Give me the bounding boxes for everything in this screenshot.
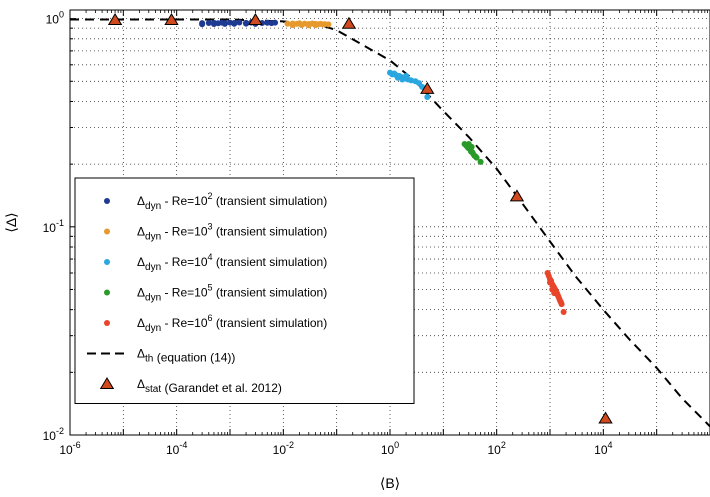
legend: Δdyn - Re=102 (transient simulation) Δdyn… — [74, 177, 415, 404]
data-point-series-3 — [424, 94, 431, 101]
data-point-series-2 — [312, 22, 319, 29]
legend-marker-dot — [104, 289, 110, 296]
data-point-series-5 — [560, 308, 567, 315]
data-point-delta-stat — [341, 16, 357, 29]
legend-entry-label: Δth (equation (14)) — [137, 347, 235, 365]
data-point-series-1 — [205, 19, 212, 26]
legend-marker-dot — [104, 228, 110, 235]
y-axis-label: ⟨Δ⟩ — [3, 212, 19, 232]
legend-marker-dot — [104, 198, 110, 204]
legend-entry-label: Δdyn - Re=102 (transient simulation) — [137, 191, 327, 212]
data-points-layer — [107, 13, 613, 424]
data-point-delta-stat — [107, 13, 123, 25]
legend-marker-triangle — [99, 377, 115, 389]
legend-marker-dot — [104, 259, 110, 265]
data-point-series-1 — [221, 20, 228, 27]
y-tick-label: 100 — [46, 10, 64, 27]
axis-ticks — [69, 10, 708, 436]
theory-curve-delta-th — [70, 18, 710, 428]
data-point-series-3 — [394, 74, 401, 81]
data-point-series-1 — [199, 21, 206, 28]
data-point-series-4 — [468, 143, 475, 150]
x-tick-labels: 10-6 10-4 10-2 100 102 104 — [59, 440, 612, 457]
data-point-series-3 — [403, 73, 410, 80]
x-tick-label: 10-2 — [273, 440, 294, 457]
x-tick-label: 102 — [487, 440, 505, 457]
data-point-delta-stat — [420, 81, 435, 94]
legend-box — [74, 177, 415, 404]
data-point-series-2 — [305, 22, 312, 29]
data-point-series-2 — [289, 22, 296, 29]
legend-entry-label: Δdyn - Re=103 (transient simulation) — [137, 222, 327, 243]
x-tick-label: 10-4 — [166, 440, 187, 457]
data-point-series-5 — [551, 290, 558, 297]
data-point-series-4 — [477, 158, 484, 165]
data-point-series-1 — [210, 21, 217, 28]
data-point-series-5 — [558, 301, 565, 308]
legend-marker-dot — [104, 320, 110, 326]
legend-entry-label: Δdyn - Re=105 (transient simulation) — [137, 283, 327, 304]
data-point-delta-stat — [248, 13, 263, 25]
data-point-series-1 — [231, 20, 238, 27]
y-tick-label: 10-2 — [43, 426, 64, 443]
y-tick-label: 10-1 — [43, 218, 64, 235]
data-point-series-1 — [272, 19, 279, 26]
data-point-series-5 — [547, 279, 553, 286]
data-point-delta-stat — [598, 411, 613, 424]
data-point-series-3 — [399, 76, 406, 83]
data-point-series-4 — [473, 154, 480, 161]
y-tick-labels: 10-2 10-1 100 — [43, 10, 64, 443]
data-point-series-1 — [243, 20, 250, 27]
data-point-series-1 — [236, 19, 243, 26]
x-tick-label: 100 — [381, 440, 399, 457]
x-tick-label: 104 — [594, 440, 612, 457]
legend-entry-label: Δdyn - Re=106 (transient simulation) — [137, 313, 327, 334]
data-point-series-2 — [298, 21, 305, 28]
data-point-series-2 — [325, 21, 332, 28]
theory-curve-layer — [70, 18, 710, 428]
x-axis-label: ⟨B⟩ — [380, 475, 400, 491]
legend-entry-label: Δstat (Garandet et al. 2012) — [137, 377, 282, 395]
legend-entry-label: Δdyn - Re=104 (transient simulation) — [137, 252, 327, 273]
data-point-series-2 — [284, 20, 291, 27]
data-point-delta-stat — [509, 189, 525, 202]
x-tick-label: 10-6 — [59, 440, 80, 457]
data-point-delta-stat — [164, 13, 179, 25]
